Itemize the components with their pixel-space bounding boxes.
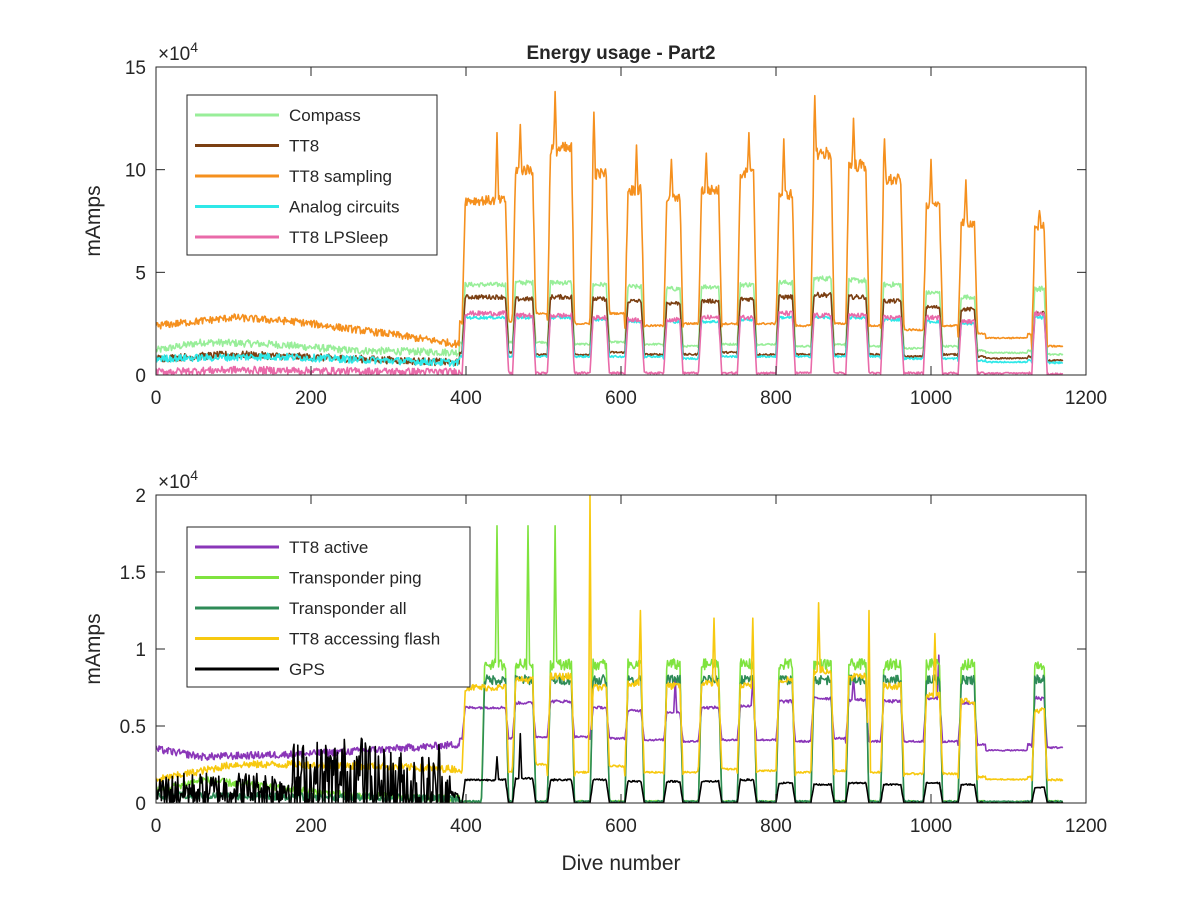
bottom-y-axis-label: mAmps [82, 613, 105, 684]
top-y-axis-label: mAmps [82, 185, 105, 256]
x-tick-label: 1200 [1065, 388, 1107, 409]
top-panel: 0 200 400 600 800 1000 1200 0 5 10 15 Energy usage… [82, 39, 1107, 409]
top-y-exponent-power: 4 [190, 39, 198, 55]
bottom-y-exponent: ×104 [158, 467, 198, 493]
legend-label-tt8-active: TT8 active [289, 538, 368, 557]
bottom-series-layer [156, 495, 1064, 803]
legend-label-tt8-lpsleep: TT8 LPSleep [289, 228, 388, 247]
x-tick-label: 600 [605, 388, 637, 409]
bottom-ticks: 0 200 400 600 800 1000 1200 0 0.5 1 1.5 2 [120, 486, 1108, 837]
series-line-tt8-sampling [156, 90, 1064, 350]
x-tick-label: 800 [760, 816, 792, 837]
legend-label-compass: Compass [289, 106, 361, 125]
x-tick-label: 400 [450, 816, 482, 837]
chart-title: Energy usage - Part2 [526, 43, 715, 64]
legend-label-tt8-sampling: TT8 sampling [289, 167, 392, 186]
y-tick-label: 0 [135, 366, 146, 387]
x-tick-label: 200 [295, 388, 327, 409]
x-tick-label: 0 [151, 388, 162, 409]
x-tick-label: 1000 [910, 816, 952, 837]
x-tick-label: 0 [151, 816, 162, 837]
legend-label-tt8-accessing-flash: TT8 accessing flash [289, 630, 440, 649]
legend-label-analog-circuits: Analog circuits [289, 198, 400, 217]
series-line-tt8-active [156, 654, 1064, 761]
y-tick-label: 10 [125, 161, 146, 182]
y-tick-label: 0 [135, 794, 146, 815]
y-tick-label: 0.5 [120, 717, 146, 738]
series-line-analog-circuits [156, 315, 1064, 367]
bottom-legend: TT8 active Transponder ping Transponder al… [186, 526, 471, 688]
x-axis-label: Dive number [561, 852, 680, 875]
x-tick-label: 200 [295, 816, 327, 837]
y-tick-label: 5 [135, 263, 146, 284]
y-tick-label: 1.5 [120, 563, 146, 584]
top-y-exponent: ×104 [158, 39, 198, 65]
y-tick-label: 1 [135, 640, 146, 661]
top-y-exponent-base: ×10 [158, 44, 190, 65]
series-line-tt8-lpsleep [156, 310, 1064, 375]
x-tick-label: 600 [605, 816, 637, 837]
legend-label-tt8: TT8 [289, 137, 319, 156]
legend-label-transponder-ping: Transponder ping [289, 569, 422, 588]
x-tick-label: 1200 [1065, 816, 1107, 837]
bottom-y-exponent-power: 4 [190, 467, 198, 483]
legend-label-transponder-all: Transponder all [289, 599, 407, 618]
x-tick-label: 1000 [910, 388, 952, 409]
x-tick-label: 800 [760, 388, 792, 409]
bottom-panel: 0 200 400 600 800 1000 1200 0 0.5 1 1.5 2 mAmps Div… [82, 467, 1107, 875]
legend-label-gps: GPS [289, 660, 325, 679]
x-tick-label: 400 [450, 388, 482, 409]
bottom-y-exponent-base: ×10 [158, 472, 190, 493]
top-legend: Compass TT8 TT8 sampling Analog circuits TT8… [186, 94, 438, 256]
y-tick-label: 2 [135, 486, 146, 507]
y-tick-label: 15 [125, 58, 146, 79]
top-series-layer [156, 90, 1064, 375]
top-ticks: 0 200 400 600 800 1000 1200 0 5 10 15 [125, 58, 1107, 409]
series-line-gps [156, 732, 1064, 803]
